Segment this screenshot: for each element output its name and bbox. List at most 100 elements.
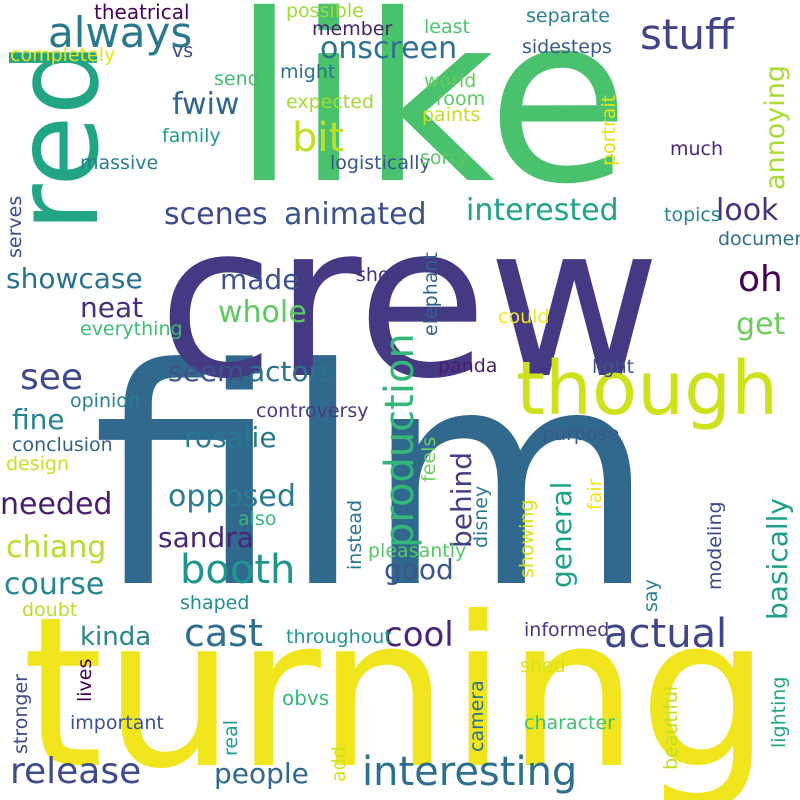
word-informed: disney: [470, 485, 492, 548]
word-conclusion: feels: [418, 436, 440, 482]
word-bit: bit: [292, 115, 345, 161]
word-scenes: scenes: [164, 197, 268, 232]
word-possible: possible: [286, 0, 364, 22]
word-serves: pleasantly: [368, 540, 467, 562]
word-doubt: conclusion: [12, 434, 113, 456]
word-people: people: [214, 757, 309, 790]
word-light: show: [356, 264, 406, 286]
word-sidesteps: sidesteps: [522, 36, 612, 58]
word-world: world: [424, 70, 477, 92]
word-look: look: [716, 193, 779, 228]
word-obvs: also: [238, 508, 277, 530]
word-lighting: lighting: [768, 676, 790, 749]
word-fine: fine: [12, 403, 65, 436]
word-chiang: chiang: [6, 530, 107, 565]
word-least: least: [424, 16, 470, 38]
word-general: general: [545, 481, 578, 588]
word-cast: cast: [184, 611, 263, 655]
word-stronger: camera: [466, 680, 488, 752]
word-showing: stronger: [10, 674, 32, 754]
word-beautiful: beautiful: [660, 685, 682, 770]
word-real: important: [70, 712, 164, 734]
word-interesting: interesting: [362, 749, 578, 795]
word-actors: actors: [248, 355, 335, 388]
word-neat: neat: [80, 291, 144, 324]
word-expected: expected: [286, 91, 374, 113]
word-basically: basically: [761, 498, 794, 620]
word-course: course: [4, 567, 105, 602]
word-member: member: [312, 18, 393, 40]
word-shaped: design: [6, 453, 70, 475]
word-onscreen: onscreen: [320, 31, 458, 66]
word-oh: oh: [738, 259, 783, 300]
word-send: send: [214, 68, 260, 90]
word-separate: separate: [526, 5, 610, 27]
word-see: see: [20, 357, 84, 398]
word-fair: shed: [520, 655, 566, 677]
word-completely: completely: [10, 44, 116, 66]
word-opposed: opposed: [168, 479, 296, 514]
word-throughout: instead: [344, 499, 366, 570]
word-stuff: stuff: [640, 10, 734, 59]
word-crew: crew: [158, 178, 661, 425]
word-interested: interested: [466, 193, 619, 228]
word-production: production: [377, 333, 423, 548]
word-design: opinion: [70, 390, 140, 412]
word-character: showing: [516, 499, 538, 579]
word-get: get: [736, 307, 786, 342]
word-though: though: [516, 346, 778, 432]
word-animated: animated: [284, 197, 427, 232]
word-release: release: [10, 751, 142, 792]
word-portrait: modeling: [704, 501, 726, 590]
word-always: always: [48, 8, 193, 57]
word-much: portrait: [598, 94, 620, 166]
word-showcase: showcase: [6, 262, 143, 295]
word-shed: fair: [584, 478, 606, 510]
word-fwiw: fwiw: [172, 87, 240, 122]
word-made: made: [220, 263, 300, 296]
word-important: say: [640, 579, 662, 612]
word-instead: throughout: [286, 626, 392, 648]
word-sandra: sandra: [158, 521, 254, 554]
word-needed: needed: [0, 487, 113, 522]
word-logistically: massive: [80, 152, 159, 174]
word-rosalie: rosalie: [184, 421, 277, 454]
word-paints: paints: [422, 104, 481, 126]
word-camera: add: [328, 746, 350, 782]
word-turning: turning: [22, 573, 771, 800]
word-sorry: logistically: [330, 152, 431, 174]
word-annoying: annoying: [760, 64, 791, 190]
word-might: might: [280, 61, 336, 83]
word-topics: sorry: [420, 147, 469, 169]
word-actual: actual: [604, 611, 728, 657]
word-disney: informed: [524, 619, 610, 641]
word-booth: booth: [180, 547, 296, 593]
word-modeling: real: [220, 719, 242, 756]
word-family: family: [162, 125, 221, 147]
word-kinda: kinda: [80, 622, 152, 652]
word-theatrical: theatrical: [94, 0, 190, 24]
word-film: film: [92, 305, 657, 654]
word-everything: elephant: [420, 252, 442, 336]
word-whole: whole: [218, 295, 307, 330]
word-purpose: panda: [438, 355, 498, 377]
word-opinion: everything: [80, 318, 183, 340]
word-seem: seem: [168, 355, 245, 388]
word-also: controversy: [256, 400, 369, 422]
word-controversy: light: [592, 356, 635, 378]
word-say: lives: [74, 658, 96, 702]
word-pleasantly: purpose: [542, 423, 620, 445]
word-massive: much: [670, 138, 724, 160]
word-panda: could: [498, 306, 550, 328]
word-like: like: [232, 0, 630, 235]
word-good: good: [384, 553, 454, 586]
word-elephant: doubt: [22, 599, 78, 621]
word-documentary: serves: [4, 195, 26, 258]
word-feels: shaped: [180, 592, 250, 614]
word-cool: cool: [384, 615, 454, 655]
word-vs: vs: [172, 40, 194, 62]
word-room: room: [436, 88, 486, 110]
word-lives: obvs: [282, 686, 330, 710]
word-add: character: [524, 712, 615, 734]
